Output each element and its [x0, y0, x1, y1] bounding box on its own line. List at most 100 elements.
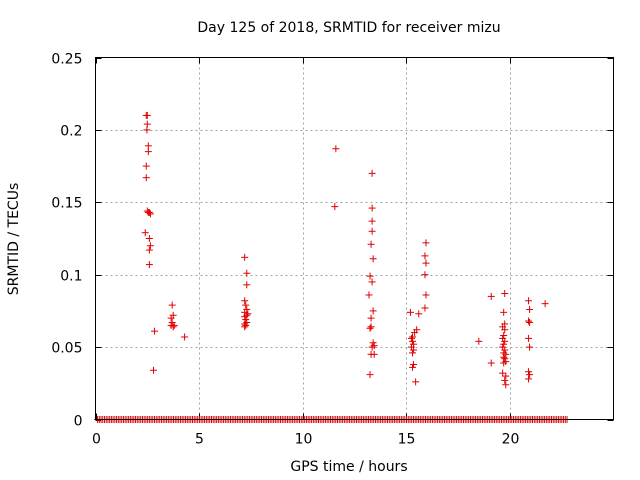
data-point	[526, 318, 534, 326]
data-point	[144, 148, 152, 156]
axis-ticks	[95, 57, 614, 421]
data-point	[501, 290, 509, 298]
data-point	[412, 378, 420, 386]
data-point	[368, 217, 376, 225]
data-point	[526, 305, 534, 313]
data-point	[502, 381, 510, 389]
y-tick-label: 0.25	[51, 52, 82, 68]
x-tick-labels: 0 5 10 15 20	[92, 432, 519, 448]
data-points	[141, 111, 549, 389]
data-point	[500, 308, 508, 316]
x-tick-label: 10	[295, 432, 313, 448]
data-point	[332, 145, 340, 153]
data-point	[526, 371, 534, 379]
data-point	[181, 333, 189, 341]
data-point	[170, 321, 178, 329]
data-point	[422, 259, 430, 267]
data-point	[369, 255, 377, 263]
data-point	[500, 340, 508, 348]
data-point	[411, 329, 419, 337]
data-point	[370, 350, 378, 358]
data-point	[501, 326, 509, 334]
data-point	[407, 334, 415, 342]
data-point	[241, 323, 249, 331]
data-point	[141, 229, 149, 237]
data-point	[151, 327, 159, 335]
x-axis-label: GPS time / hours	[290, 459, 407, 475]
data-point	[142, 162, 150, 170]
data-point	[421, 304, 429, 312]
data-point	[368, 227, 376, 235]
data-point	[367, 314, 375, 322]
data-point	[243, 269, 251, 277]
data-point	[525, 317, 533, 325]
data-point	[242, 301, 250, 309]
data-point	[366, 371, 374, 379]
chart-title: Day 125 of 2018, SRMTID for receiver miz…	[197, 20, 500, 36]
data-point	[525, 368, 533, 376]
data-point	[244, 310, 252, 318]
x-tick-label: 20	[502, 432, 520, 448]
data-point	[525, 297, 533, 305]
data-point	[242, 321, 250, 329]
data-point	[369, 339, 377, 347]
data-point	[475, 337, 483, 345]
data-point	[487, 292, 495, 300]
data-point	[409, 363, 417, 371]
data-point	[142, 174, 150, 182]
data-point	[143, 126, 151, 134]
y-tick-label: 0	[74, 414, 83, 430]
y-tick-label: 0.1	[60, 269, 82, 285]
y-tick-labels: 0 0.05 0.1 0.15 0.2 0.25	[51, 52, 82, 430]
data-point	[501, 355, 509, 363]
data-point	[421, 252, 429, 260]
plot-frame	[95, 57, 614, 420]
data-point	[501, 346, 509, 354]
data-point	[365, 291, 373, 299]
data-point	[500, 359, 508, 367]
x-tick-label: 0	[92, 432, 101, 448]
data-point	[367, 323, 375, 331]
data-point	[331, 203, 339, 211]
x-tick-label: 15	[398, 432, 416, 448]
x-tick-label: 5	[195, 432, 204, 448]
data-point	[368, 169, 376, 177]
data-point	[525, 375, 533, 383]
data-point	[366, 324, 374, 332]
data-point	[525, 334, 533, 342]
data-point	[422, 291, 430, 299]
data-point	[146, 210, 154, 218]
data-point	[501, 337, 509, 345]
data-point	[541, 300, 549, 308]
data-point	[367, 240, 375, 248]
data-point	[487, 359, 495, 367]
data-point	[410, 346, 418, 354]
data-point	[150, 366, 158, 374]
data-point	[241, 297, 249, 305]
data-point	[241, 313, 249, 321]
data-point	[501, 376, 509, 384]
data-point	[369, 307, 377, 315]
data-point	[422, 239, 430, 247]
data-point	[145, 246, 153, 254]
data-point	[146, 242, 154, 250]
y-tick-label: 0.2	[60, 124, 82, 140]
data-point	[526, 343, 534, 351]
data-point	[145, 261, 153, 269]
data-point	[499, 369, 507, 377]
data-point	[406, 308, 414, 316]
data-point	[502, 372, 510, 380]
data-point	[366, 272, 374, 280]
data-point	[409, 349, 417, 357]
y-tick-label: 0.05	[51, 341, 82, 357]
data-point	[410, 360, 418, 368]
data-point	[145, 235, 153, 242]
data-point	[241, 253, 249, 261]
data-point	[167, 314, 175, 322]
y-axis-label: SRMTID / TECUs	[6, 183, 22, 296]
data-point	[409, 337, 417, 345]
data-point	[500, 332, 508, 340]
data-point	[368, 278, 376, 286]
data-point	[415, 310, 423, 318]
